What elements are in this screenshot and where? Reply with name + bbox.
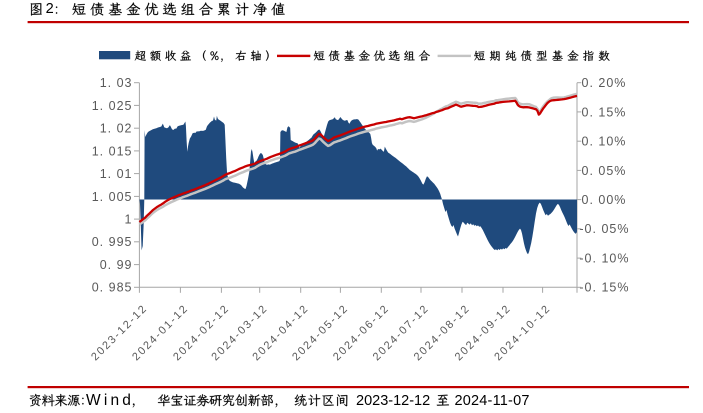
- svg-text:0. 20%: 0. 20%: [582, 76, 627, 90]
- svg-text:0. 15%: 0. 15%: [582, 105, 627, 119]
- svg-text:1: 1: [125, 213, 133, 227]
- svg-text:1. 03: 1. 03: [100, 76, 133, 90]
- svg-text:0. 00%: 0. 00%: [582, 193, 627, 207]
- svg-text:0. 985: 0. 985: [92, 281, 133, 295]
- svg-text:Wind: Wind: [86, 392, 134, 408]
- svg-text:0. 995: 0. 995: [92, 235, 133, 249]
- svg-text:-0. 05%: -0. 05%: [579, 222, 629, 236]
- svg-text:2023-12-12: 2023-12-12: [356, 393, 430, 408]
- svg-text:0. 05%: 0. 05%: [582, 164, 627, 178]
- svg-text:0. 10%: 0. 10%: [582, 135, 627, 149]
- svg-text:2: 2: [46, 1, 54, 17]
- svg-text:1. 005: 1. 005: [92, 190, 133, 204]
- svg-text:-0. 15%: -0. 15%: [579, 281, 629, 295]
- svg-text:1. 02: 1. 02: [100, 122, 133, 136]
- svg-text:2024-11-07: 2024-11-07: [455, 393, 530, 408]
- svg-text:1. 025: 1. 025: [92, 99, 133, 113]
- svg-text:1. 015: 1. 015: [92, 144, 133, 158]
- svg-text:-0. 10%: -0. 10%: [579, 252, 629, 266]
- svg-text:0. 99: 0. 99: [100, 258, 133, 272]
- svg-text:1. 01: 1. 01: [100, 167, 133, 181]
